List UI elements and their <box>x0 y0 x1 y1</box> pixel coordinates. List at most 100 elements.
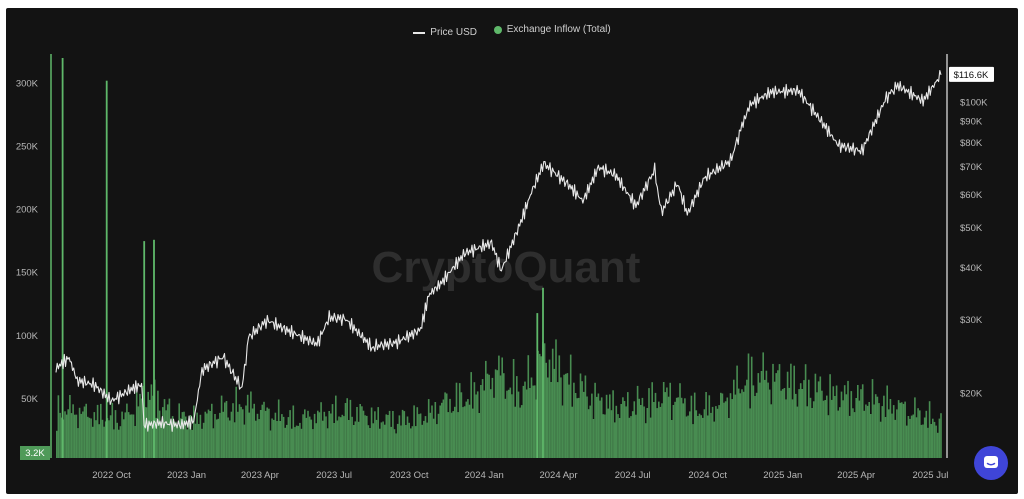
inflow-bar <box>773 381 776 458</box>
inflow-bar <box>524 381 526 458</box>
inflow-bar <box>367 425 370 458</box>
inflow-bar <box>206 413 208 458</box>
inflow-bar <box>292 405 295 458</box>
inflow-bar <box>808 379 810 458</box>
inflow-bar <box>220 395 223 458</box>
right-tick-label: $70K <box>960 162 983 173</box>
left-tick-label: 100K <box>16 331 39 342</box>
inflow-bar <box>886 385 888 458</box>
inflow-bar <box>826 395 828 458</box>
right-current-badge <box>949 66 994 82</box>
left-current-badge <box>20 446 50 460</box>
inflow-spike <box>61 58 64 458</box>
inflow-bar <box>664 392 667 458</box>
inflow-bar <box>901 402 903 458</box>
inflow-bar <box>706 415 709 458</box>
inflow-bar <box>519 407 521 458</box>
inflow-bar <box>318 412 321 458</box>
inflow-bar <box>649 417 652 458</box>
inflow-bar <box>814 373 817 458</box>
inflow-bar <box>607 408 609 458</box>
inflow-bar <box>892 405 895 458</box>
inflow-bar <box>755 392 758 458</box>
inflow-bar <box>843 385 846 458</box>
inflow-bar <box>589 405 591 458</box>
inflow-bar <box>442 399 445 458</box>
inflow-bar <box>770 404 773 458</box>
inflow-bar <box>648 388 650 458</box>
inflow-bar <box>936 432 939 458</box>
inflow-bar <box>191 429 193 458</box>
inflow-bar <box>894 419 897 458</box>
inflow-bar <box>219 412 221 458</box>
inflow-bar <box>830 399 833 458</box>
inflow-bar <box>713 421 715 458</box>
inflow-bar <box>215 419 218 458</box>
inflow-bar <box>850 391 853 458</box>
x-axis: 2022 Oct 2023 Jan 2023 Apr 2023 Jul 2023 Oct… <box>92 470 948 481</box>
inflow-bar <box>364 415 366 458</box>
inflow-bar <box>104 421 107 458</box>
inflow-bar <box>162 407 164 458</box>
inflow-bar <box>889 399 892 458</box>
x-tick-label: 2024 Jul <box>615 470 651 481</box>
inflow-bar <box>522 385 525 458</box>
inflow-bar <box>881 406 884 458</box>
inflow-bar <box>406 416 409 458</box>
inflow-bar <box>750 356 753 458</box>
inflow-bar <box>279 421 282 458</box>
inflow-bar <box>356 407 358 458</box>
x-tick-label: 2023 Apr <box>241 470 279 481</box>
inflow-bar <box>553 368 556 458</box>
inflow-bar <box>282 416 285 458</box>
inflow-bar <box>757 373 760 458</box>
inflow-bar <box>377 407 379 458</box>
inflow-bar <box>362 410 365 458</box>
inflow-bar <box>550 382 552 458</box>
x-tick-label: 2024 Apr <box>539 470 577 481</box>
left-tick-label: 300K <box>16 78 39 89</box>
inflow-bar <box>251 408 254 458</box>
inflow-bar <box>336 420 339 458</box>
inflow-bar <box>258 419 260 458</box>
right-tick-label: $100K <box>960 98 988 109</box>
inflow-bar <box>248 412 251 458</box>
inflow-bar <box>467 399 469 458</box>
inflow-bar <box>547 377 549 458</box>
inflow-bar <box>295 425 298 458</box>
inflow-bar <box>905 425 908 458</box>
inflow-bar <box>240 406 242 458</box>
legend-item-price[interactable]: Price USD <box>413 27 477 38</box>
inflow-bar <box>228 420 231 458</box>
inflow-bar <box>199 414 202 458</box>
inflow-bar <box>458 383 461 458</box>
inflow-bar <box>821 390 823 458</box>
inflow-bar <box>910 415 913 458</box>
inflow-bar <box>289 410 291 458</box>
inflow-bar <box>662 382 665 458</box>
legend-item-inflow[interactable]: Exchange Inflow (Total) <box>493 24 611 35</box>
inflow-bar <box>168 398 171 458</box>
inflow-bar <box>702 417 704 458</box>
inflow-bar <box>333 423 335 458</box>
inflow-bar <box>372 423 375 458</box>
inflow-bar <box>689 411 691 458</box>
inflow-bar <box>393 429 396 458</box>
inflow-bar <box>729 393 732 458</box>
inflow-bar <box>238 404 241 458</box>
inflow-bar <box>806 406 808 458</box>
inflow-bar <box>188 422 190 458</box>
inflow-bar <box>615 405 618 458</box>
inflow-bar <box>917 408 919 458</box>
inflow-bar <box>348 420 350 458</box>
inflow-bar <box>837 410 839 458</box>
inflow-bar <box>927 427 929 458</box>
inflow-bar <box>896 409 898 458</box>
inflow-bar <box>253 403 255 458</box>
line-swatch-icon <box>413 31 426 34</box>
inflow-spike <box>153 239 155 458</box>
inflow-bar <box>788 387 791 458</box>
inflow-bar <box>690 395 693 458</box>
inflow-bar <box>920 424 923 458</box>
chat-button[interactable] <box>974 446 1008 480</box>
